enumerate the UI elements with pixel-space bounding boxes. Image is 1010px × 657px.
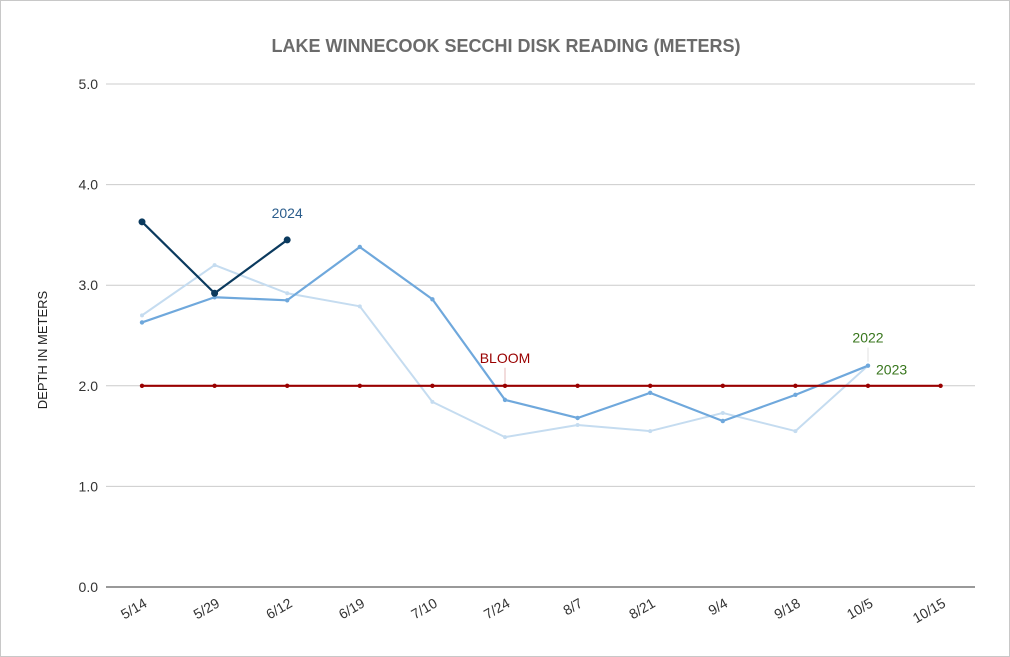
data-point-2024 bbox=[138, 218, 146, 226]
x-tick-label: 9/4 bbox=[705, 595, 730, 619]
data-point-2023 bbox=[502, 397, 508, 403]
chart-title: LAKE WINNECOOK SECCHI DISK READING (METE… bbox=[271, 36, 740, 56]
x-tick-label: 6/12 bbox=[263, 595, 295, 623]
data-point-2022 bbox=[430, 399, 435, 404]
data-point-2023 bbox=[793, 392, 798, 398]
data-point-2024 bbox=[211, 289, 219, 297]
x-tick-label: 10/15 bbox=[910, 595, 949, 626]
y-tick-label: 0.0 bbox=[79, 579, 99, 595]
data-point-bloom bbox=[720, 383, 725, 388]
data-point-2024 bbox=[283, 236, 291, 244]
data-point-2023 bbox=[139, 320, 145, 325]
data-point-2022 bbox=[575, 423, 580, 428]
data-point-2022 bbox=[648, 429, 653, 434]
y-tick-label: 1.0 bbox=[79, 478, 99, 494]
data-point-bloom bbox=[212, 383, 217, 388]
x-tick-label: 5/29 bbox=[191, 595, 223, 623]
series-line-2023 bbox=[141, 245, 869, 423]
data-point-2023 bbox=[430, 297, 435, 302]
annotation-2024: 2024 bbox=[272, 205, 303, 221]
x-tick-label: 10/5 bbox=[844, 595, 876, 623]
x-tick-label: 7/24 bbox=[481, 595, 513, 623]
x-tick-label: 8/21 bbox=[626, 595, 658, 623]
data-point-bloom bbox=[139, 383, 145, 388]
data-point-2022 bbox=[793, 429, 798, 434]
data-point-2022 bbox=[140, 313, 144, 318]
data-point-bloom bbox=[648, 383, 653, 388]
data-point-bloom bbox=[575, 383, 580, 388]
data-point-bloom bbox=[793, 383, 798, 388]
y-tick-label: 4.0 bbox=[79, 177, 99, 193]
data-point-bloom bbox=[357, 383, 362, 388]
x-tick-label: 7/10 bbox=[408, 595, 440, 623]
y-tick-label: 2.0 bbox=[79, 378, 99, 394]
data-point-2022 bbox=[212, 263, 217, 268]
x-tick-label: 9/18 bbox=[771, 595, 803, 623]
data-point-bloom bbox=[938, 383, 943, 388]
data-point-2022 bbox=[503, 435, 507, 440]
x-tick-label: 8/7 bbox=[560, 595, 585, 619]
data-point-bloom bbox=[285, 383, 290, 388]
data-point-2023 bbox=[575, 415, 580, 421]
x-tick-label: 6/19 bbox=[336, 595, 368, 623]
y-axis-label: DEPTH IN METERS bbox=[35, 290, 50, 409]
annotation-bloom: BLOOM bbox=[480, 350, 531, 366]
annotation-2022: 2022 bbox=[852, 330, 883, 346]
series-bloom bbox=[139, 383, 943, 388]
y-tick-label: 3.0 bbox=[79, 277, 99, 293]
data-point-2022 bbox=[720, 410, 725, 415]
data-point-2023 bbox=[357, 244, 362, 250]
series-2022 bbox=[140, 263, 870, 440]
y-tick-label: 5.0 bbox=[79, 76, 99, 92]
data-point-2023 bbox=[865, 363, 871, 368]
data-point-bloom bbox=[865, 383, 871, 388]
data-point-bloom bbox=[502, 383, 508, 388]
data-point-2023 bbox=[285, 298, 290, 303]
x-tick-label: 5/14 bbox=[118, 595, 150, 623]
data-point-2022 bbox=[357, 304, 362, 309]
series-2023 bbox=[139, 244, 871, 424]
data-point-2022 bbox=[285, 291, 290, 296]
data-point-bloom bbox=[430, 383, 435, 388]
data-point-2023 bbox=[648, 390, 653, 396]
series-2024 bbox=[138, 218, 291, 297]
series-line-2024 bbox=[141, 221, 288, 295]
annotation-2023: 2023 bbox=[876, 362, 907, 378]
data-point-2023 bbox=[720, 418, 725, 424]
